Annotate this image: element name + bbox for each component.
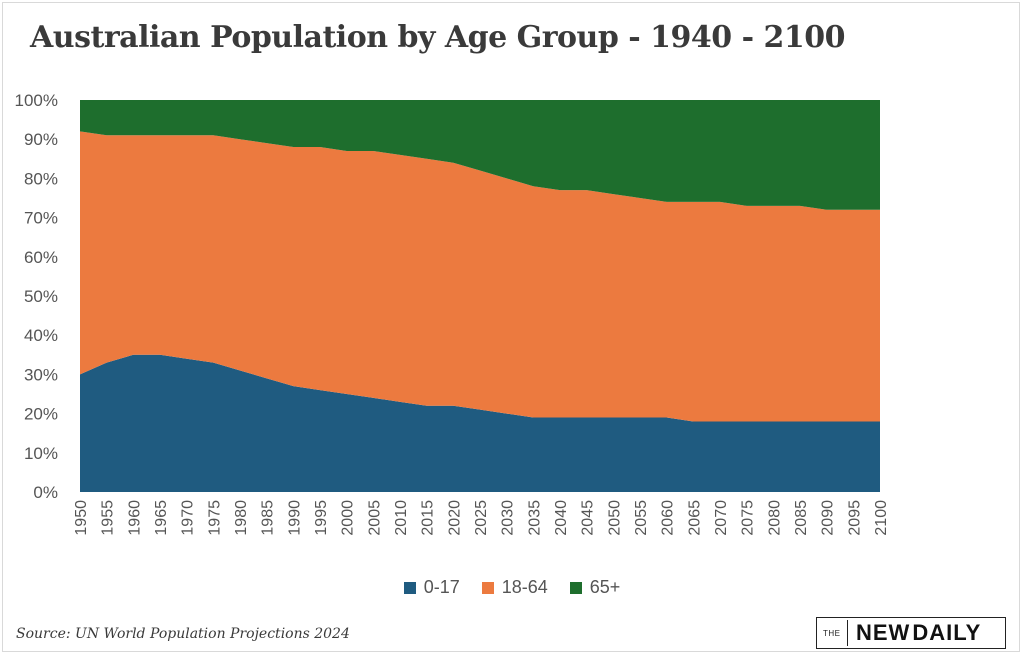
x-tick-label: 1990 bbox=[286, 500, 303, 536]
y-tick-label: 10% bbox=[24, 444, 58, 463]
x-tick-label: 2100 bbox=[873, 500, 890, 536]
x-tick-label: 1975 bbox=[206, 500, 223, 536]
newdaily-logo: THE NEW DAILY bbox=[816, 617, 1006, 649]
x-tick-label: 2025 bbox=[473, 500, 490, 536]
y-tick-label: 20% bbox=[24, 405, 58, 424]
legend-item-18-64: 18-64 bbox=[481, 577, 548, 598]
legend-swatch-18-64 bbox=[481, 581, 494, 594]
logo-daily: DAILY bbox=[912, 620, 982, 645]
x-tick-label: 2095 bbox=[846, 500, 863, 536]
y-tick-label: 80% bbox=[24, 169, 58, 188]
x-tick-label: 2070 bbox=[713, 500, 730, 536]
area-series-18-64 bbox=[80, 131, 880, 422]
chart-legend: 0-17 18-64 65+ bbox=[0, 577, 1024, 598]
y-tick-label: 50% bbox=[24, 287, 58, 306]
x-tick-label: 2040 bbox=[553, 500, 570, 536]
x-tick-label: 2010 bbox=[393, 500, 410, 536]
y-tick-label: 90% bbox=[24, 130, 58, 149]
x-tick-label: 2085 bbox=[793, 500, 810, 536]
legend-label-0-17: 0-17 bbox=[423, 577, 460, 597]
legend-label-18-64: 18-64 bbox=[501, 577, 548, 597]
legend-swatch-65-plus bbox=[569, 581, 582, 594]
x-tick-label: 2030 bbox=[500, 500, 517, 536]
x-tick-label: 1965 bbox=[153, 500, 170, 536]
x-tick-label: 1950 bbox=[73, 500, 90, 536]
legend-item-0-17: 0-17 bbox=[403, 577, 460, 598]
area-series-0-17 bbox=[80, 354, 880, 492]
x-tick-label: 2045 bbox=[580, 500, 597, 536]
x-tick-label: 2035 bbox=[526, 500, 543, 536]
x-tick-label: 2005 bbox=[366, 500, 383, 536]
x-tick-label: 2020 bbox=[446, 500, 463, 536]
x-tick-label: 1960 bbox=[126, 500, 143, 536]
logo-divider bbox=[846, 620, 848, 646]
x-tick-label: 2015 bbox=[420, 500, 437, 536]
y-tick-label: 60% bbox=[24, 248, 58, 267]
y-tick-label: 0% bbox=[33, 483, 58, 502]
chart-title: Australian Population by Age Group - 194… bbox=[30, 20, 846, 55]
x-tick-label: 2075 bbox=[740, 500, 757, 536]
x-tick-label: 2065 bbox=[686, 500, 703, 536]
area-series-65-plus bbox=[80, 100, 880, 210]
x-tick-label: 1970 bbox=[180, 500, 197, 536]
x-tick-label: 1995 bbox=[313, 500, 330, 536]
x-tick-label: 2050 bbox=[606, 500, 623, 536]
x-tick-label: 2055 bbox=[633, 500, 650, 536]
x-tick-label: 2060 bbox=[660, 500, 677, 536]
x-tick-label: 1955 bbox=[100, 500, 117, 536]
x-tick-label: 2000 bbox=[340, 500, 357, 536]
y-tick-label: 100% bbox=[15, 91, 58, 110]
y-tick-label: 30% bbox=[24, 365, 58, 384]
x-tick-label: 1985 bbox=[260, 500, 277, 536]
logo-new: NEW bbox=[856, 620, 911, 645]
logo-the: THE bbox=[823, 628, 841, 638]
legend-label-65-plus: 65+ bbox=[589, 577, 621, 597]
x-tick-label: 2090 bbox=[820, 500, 837, 536]
x-tick-label: 1980 bbox=[233, 500, 250, 536]
legend-item-65-plus: 65+ bbox=[569, 577, 621, 598]
legend-swatch-0-17 bbox=[403, 581, 416, 594]
source-note: Source: UN World Population Projections … bbox=[16, 626, 350, 642]
x-tick-label: 2080 bbox=[766, 500, 783, 536]
y-tick-label: 70% bbox=[24, 209, 58, 228]
y-tick-label: 40% bbox=[24, 326, 58, 345]
